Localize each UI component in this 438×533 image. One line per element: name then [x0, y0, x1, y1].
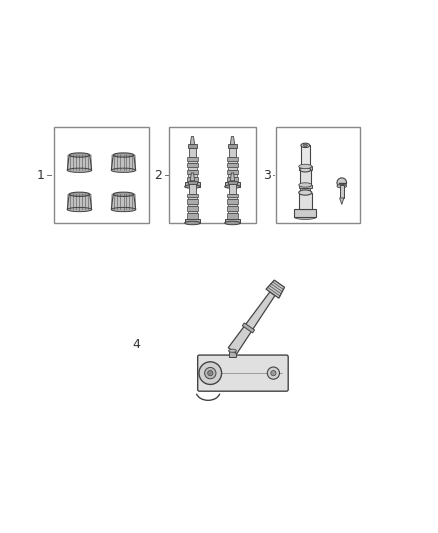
Bar — [189, 148, 196, 157]
Polygon shape — [111, 155, 136, 170]
Ellipse shape — [69, 153, 90, 157]
Bar — [187, 157, 198, 161]
Ellipse shape — [67, 168, 92, 172]
Ellipse shape — [300, 167, 311, 172]
Circle shape — [271, 370, 276, 376]
Ellipse shape — [299, 164, 312, 168]
Bar — [188, 211, 197, 213]
Polygon shape — [190, 136, 194, 144]
Ellipse shape — [299, 183, 312, 187]
Bar — [227, 170, 238, 174]
Polygon shape — [67, 155, 92, 170]
Polygon shape — [111, 195, 136, 209]
Text: 4: 4 — [132, 338, 140, 351]
Polygon shape — [190, 173, 194, 181]
Bar — [299, 185, 312, 188]
Bar — [169, 127, 256, 223]
Ellipse shape — [69, 192, 90, 197]
Bar — [189, 184, 196, 194]
Polygon shape — [230, 173, 235, 181]
Ellipse shape — [113, 192, 134, 197]
Ellipse shape — [111, 207, 136, 212]
Bar — [300, 188, 310, 192]
Bar — [187, 170, 198, 174]
Polygon shape — [266, 280, 285, 298]
Bar — [229, 148, 236, 157]
Bar — [187, 213, 198, 219]
Bar — [301, 146, 310, 166]
Bar — [188, 144, 197, 148]
Ellipse shape — [337, 178, 346, 188]
Bar — [227, 199, 238, 204]
Bar — [227, 213, 238, 219]
Polygon shape — [339, 198, 344, 205]
Bar — [228, 167, 237, 170]
Circle shape — [205, 367, 216, 379]
Bar — [187, 177, 198, 182]
FancyBboxPatch shape — [198, 355, 288, 391]
Bar — [185, 182, 200, 187]
Circle shape — [199, 362, 222, 384]
Bar — [187, 199, 198, 204]
Polygon shape — [242, 323, 254, 333]
Text: 2: 2 — [154, 168, 162, 182]
Bar — [299, 166, 312, 170]
Bar — [225, 219, 240, 223]
Bar — [299, 192, 312, 209]
Ellipse shape — [294, 215, 316, 220]
Polygon shape — [67, 195, 92, 209]
Bar — [53, 127, 149, 223]
Bar — [187, 163, 198, 167]
Ellipse shape — [337, 184, 346, 188]
Bar — [228, 174, 237, 177]
Bar — [300, 170, 311, 185]
Text: 1: 1 — [37, 168, 45, 182]
Bar — [228, 161, 237, 163]
Bar — [276, 127, 360, 223]
Bar — [188, 174, 197, 177]
Bar — [188, 197, 197, 199]
Bar — [339, 185, 344, 198]
Bar — [229, 184, 236, 194]
Bar — [187, 194, 198, 197]
Bar — [228, 204, 237, 206]
Bar — [227, 206, 238, 211]
Circle shape — [208, 370, 213, 376]
Bar — [227, 194, 238, 197]
Circle shape — [267, 367, 279, 379]
Ellipse shape — [185, 221, 200, 225]
Bar — [227, 157, 238, 161]
Bar — [227, 177, 238, 182]
Ellipse shape — [229, 349, 237, 352]
Ellipse shape — [299, 190, 312, 195]
Ellipse shape — [113, 153, 134, 157]
Bar — [188, 161, 197, 163]
Ellipse shape — [67, 207, 92, 212]
Bar — [228, 211, 237, 213]
Ellipse shape — [185, 185, 200, 188]
Bar — [229, 351, 237, 357]
Polygon shape — [228, 292, 275, 354]
Bar — [228, 197, 237, 199]
Bar — [188, 167, 197, 170]
Ellipse shape — [301, 143, 310, 148]
Bar — [187, 206, 198, 211]
Bar — [228, 144, 237, 148]
Text: 3: 3 — [263, 168, 271, 182]
Bar — [188, 181, 197, 184]
Bar — [294, 209, 316, 217]
Bar — [185, 219, 200, 223]
Ellipse shape — [111, 168, 136, 172]
Polygon shape — [230, 136, 235, 144]
Bar — [227, 163, 238, 167]
Bar — [188, 204, 197, 206]
Bar — [225, 182, 240, 187]
Ellipse shape — [225, 221, 240, 225]
Bar — [228, 181, 237, 184]
Ellipse shape — [225, 185, 240, 188]
Ellipse shape — [303, 144, 307, 147]
